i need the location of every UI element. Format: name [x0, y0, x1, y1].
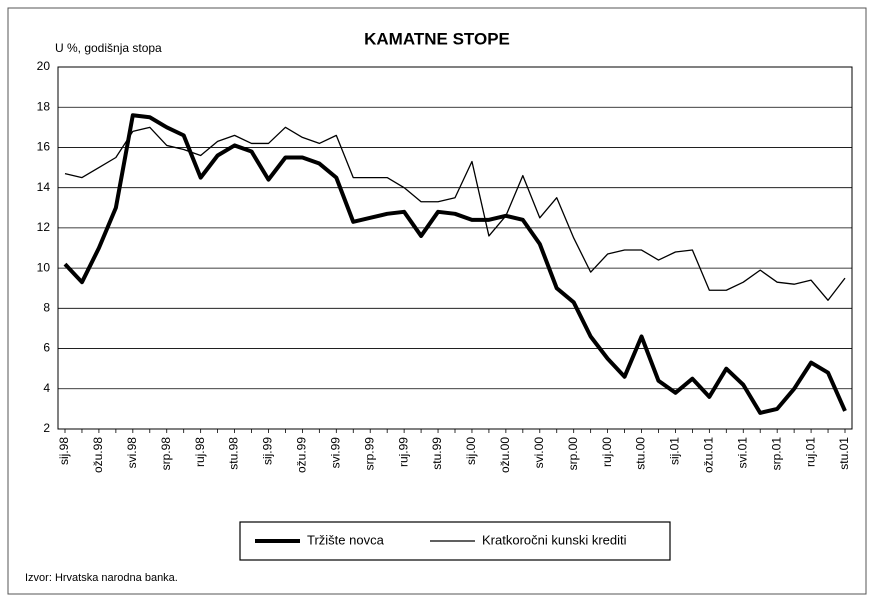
x-tick-label: sij.01 — [668, 437, 682, 465]
legend-label: Kratkoročni kunski krediti — [482, 532, 627, 547]
y-tick-label: 14 — [37, 180, 51, 194]
x-tick-label: srp.01 — [769, 437, 783, 471]
x-tick-label: stu.01 — [837, 437, 851, 470]
x-tick-label: ruj.00 — [600, 437, 614, 467]
x-tick-label: srp.99 — [362, 437, 376, 471]
x-tick-label: svi.99 — [328, 437, 342, 469]
frame — [7, 7, 867, 595]
y-tick-label: 16 — [37, 140, 51, 154]
x-tick-label: sij.98 — [57, 437, 71, 465]
source: Izvor: Hrvatska narodna banka. — [25, 572, 178, 584]
x-tick-label: ožu.00 — [498, 437, 512, 473]
y-tick-label: 2 — [43, 421, 50, 435]
y-tick-label: 10 — [37, 260, 51, 274]
x-tick-label: svi.98 — [125, 437, 139, 469]
x-tick-label: svi.00 — [532, 437, 546, 469]
x-tick-label: ožu.01 — [702, 437, 716, 473]
x-tick-label: ožu.98 — [91, 437, 105, 473]
series-line — [63, 113, 847, 415]
x-tick-label: stu.99 — [430, 437, 444, 470]
x-tick-label: sij.00 — [464, 437, 478, 465]
legend-box — [239, 521, 671, 561]
x-tick-label: svi.01 — [735, 437, 749, 469]
x-tick-label: srp.00 — [566, 437, 580, 471]
y-tick-label: 20 — [37, 59, 51, 73]
y-tick-label: 18 — [37, 99, 51, 113]
y-tick-label: 6 — [43, 341, 50, 355]
x-tick-label: ruj.01 — [803, 437, 817, 467]
chart-title: KAMATNE STOPE — [364, 29, 510, 48]
y-axis-label: U %, godišnja stopa — [55, 41, 162, 55]
x-tick-label: ruj.99 — [396, 437, 410, 467]
legend-label: Tržište novca — [307, 532, 385, 547]
x-tick-label: stu.98 — [227, 437, 241, 470]
x-tick-label: srp.98 — [159, 437, 173, 471]
x-tick-label: ožu.99 — [295, 437, 309, 473]
x-tick-label: stu.00 — [634, 437, 648, 470]
x-tick-label: sij.99 — [261, 437, 275, 465]
y-tick-label: 8 — [43, 301, 50, 315]
y-tick-label: 12 — [37, 220, 51, 234]
series-line — [64, 126, 846, 301]
y-tick-label: 4 — [43, 381, 50, 395]
x-tick-label: ruj.98 — [193, 437, 207, 467]
